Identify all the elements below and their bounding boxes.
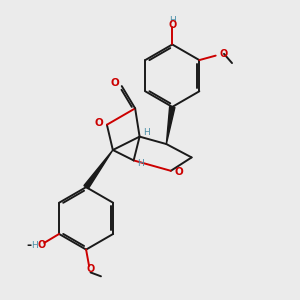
Text: O: O bbox=[37, 240, 45, 250]
Text: O: O bbox=[111, 78, 120, 88]
Polygon shape bbox=[166, 106, 175, 144]
Text: H: H bbox=[31, 241, 38, 250]
Polygon shape bbox=[84, 150, 113, 189]
Text: O: O bbox=[219, 49, 227, 59]
Text: -: - bbox=[26, 239, 31, 252]
Text: H: H bbox=[137, 160, 144, 169]
Text: O: O bbox=[168, 20, 176, 30]
Text: H: H bbox=[143, 128, 149, 137]
Text: O: O bbox=[94, 118, 103, 128]
Text: O: O bbox=[86, 265, 95, 275]
Text: O: O bbox=[175, 167, 184, 177]
Text: H: H bbox=[169, 16, 176, 25]
